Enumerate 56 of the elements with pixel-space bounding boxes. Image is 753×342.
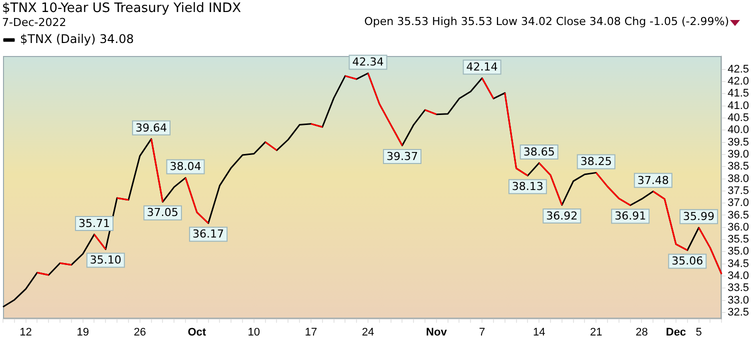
data-label: 36.92 [546, 209, 578, 222]
y-tick-label: 37.5 [728, 184, 750, 197]
x-tick-label: 17 [304, 326, 318, 338]
y-tick-label: 33.5 [728, 282, 750, 294]
y-tick-label: 36.0 [728, 221, 750, 234]
data-label: 38.25 [580, 155, 612, 168]
y-tick-label: 40.0 [728, 124, 750, 136]
x-tick-label: 24 [362, 326, 374, 338]
y-tick-label: 40.5 [728, 112, 750, 124]
x-tick-label: Dec [666, 326, 686, 338]
data-label: 36.91 [614, 210, 646, 223]
y-tick-label: 35.5 [728, 234, 750, 246]
x-tick-label: 21 [590, 326, 602, 338]
y-tick-label: 39.0 [728, 148, 750, 160]
x-tick-label: 28 [636, 326, 648, 338]
data-label: 38.04 [170, 160, 202, 174]
x-tick-label: Oct [188, 326, 206, 338]
x-tick-label: 12 [20, 326, 32, 338]
data-label: 35.71 [78, 216, 110, 230]
data-label: 42.14 [466, 60, 498, 74]
y-tick-label: 34.0 [728, 270, 750, 282]
data-label: 38.13 [512, 180, 544, 193]
data-label: 39.64 [136, 121, 168, 134]
data-label: 35.06 [672, 254, 704, 268]
data-label: 36.17 [192, 228, 224, 241]
chart-subtitle: 7-Dec-2022 [2, 16, 66, 29]
data-label: 35.10 [90, 254, 122, 267]
text: Open 35.53 High 35.53 Low 34.02 Close 34.08 Chg -1.05 (-2.99%) [364, 15, 729, 28]
y-tick-label: 38.5 [728, 160, 750, 173]
x-tick-label: 10 [248, 326, 260, 338]
y-tick-label: 41.0 [728, 100, 750, 112]
y-tick-label: 33.0 [728, 294, 750, 306]
x-tick-label: 7 [479, 326, 486, 338]
x-tick-label: 14 [532, 326, 546, 338]
data-label: 38.65 [523, 145, 555, 158]
legend-label: $TNX (Daily) 34.08 [20, 32, 134, 46]
data-label: 37.48 [637, 174, 669, 187]
x-tick-label: Nov [426, 326, 448, 338]
y-tick-label: 32.5 [728, 306, 750, 319]
data-label: 42.34 [352, 56, 384, 69]
y-tick-label: 37.0 [728, 197, 750, 210]
data-label: 35.99 [683, 210, 715, 223]
data-label: 37.05 [146, 206, 178, 220]
y-tick-label: 42.5 [728, 63, 750, 76]
y-tick-label: 36.5 [728, 209, 750, 222]
y-tick-label: 38.0 [728, 172, 750, 185]
y-tick-label: 41.5 [728, 88, 750, 100]
y-tick-label: 35.0 [728, 246, 750, 258]
y-tick-label: 34.5 [728, 258, 750, 270]
x-tick-label: 19 [76, 326, 89, 338]
y-tick-label: 42.0 [728, 76, 750, 88]
x-tick-label: 5 [696, 326, 702, 338]
chart-title: $TNX 10-Year US Treasury Yield INDX [2, 1, 242, 16]
y-tick-label: 39.5 [728, 136, 750, 148]
data-label: 39.37 [386, 150, 418, 163]
x-tick-label: 26 [134, 326, 146, 338]
